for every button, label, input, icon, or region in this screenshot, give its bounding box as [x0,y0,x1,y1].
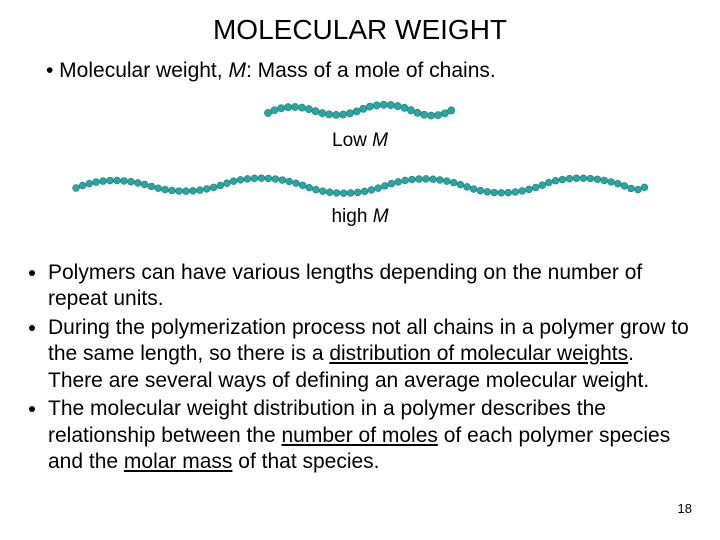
bullet-2-u1: distribution of molecular weights [329,342,628,365]
low-m-m: M [372,130,388,151]
high-m-m: M [373,206,389,227]
page-number: 18 [678,501,692,516]
bullet-3-u1: number of moles [282,424,438,447]
top-bullet-suffix: : Mass of a mole of chains. [246,59,496,82]
top-bullet-m: M [228,59,246,82]
bottom-bullets: Polymers can have various lengths depend… [24,260,690,478]
high-m-label: high M [0,206,720,228]
bullet-3-u2: molar mass [124,450,233,473]
top-bullet: • Molecular weight, M: Mass of a mole of… [46,58,680,84]
long-chain-block: high M [0,170,720,228]
low-m-label: Low M [0,130,720,152]
short-chain-block: Low M [0,96,720,152]
top-bullet-prefix: • Molecular weight, [46,59,228,82]
bullet-3: The molecular weight distribution in a p… [48,396,690,475]
bullet-3-c: of that species. [232,450,379,473]
bullet-2: During the polymerization process not al… [48,315,690,394]
slide-title: MOLECULAR WEIGHT [0,14,720,46]
long-chain-icon [70,170,650,200]
high-m-prefix: high [331,206,372,227]
low-m-prefix: Low [332,130,372,151]
bullet-1: Polymers can have various lengths depend… [48,260,690,313]
short-chain-icon [260,96,460,124]
bullet-1-text: Polymers can have various lengths depend… [48,261,642,310]
